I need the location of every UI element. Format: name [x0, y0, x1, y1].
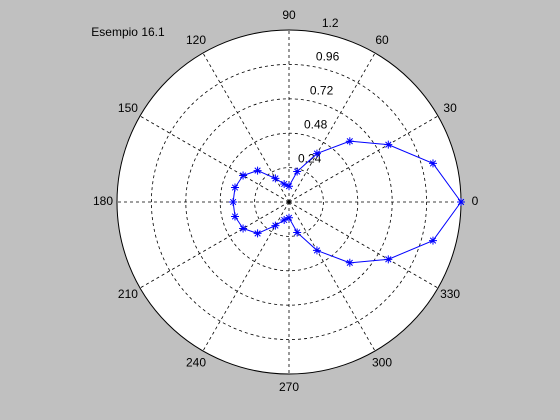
angle-tick-label: 240 — [186, 355, 206, 369]
data-marker — [271, 174, 280, 183]
data-marker — [384, 255, 393, 264]
spoke-line — [202, 52, 290, 203]
data-marker — [253, 166, 262, 175]
angle-tick-label: 90 — [282, 8, 296, 22]
data-marker — [285, 182, 293, 191]
angle-tick-label: 120 — [186, 33, 206, 47]
spoke-line — [288, 115, 439, 203]
r-tick-label: 1.2 — [322, 16, 339, 30]
data-marker — [428, 159, 437, 168]
ring-line — [185, 98, 393, 306]
ring-line — [254, 167, 324, 237]
angle-tick-label: 60 — [375, 33, 389, 47]
angle-tick-label: 0 — [472, 194, 479, 208]
ring-line — [219, 132, 359, 272]
data-marker — [384, 140, 393, 149]
data-marker — [280, 180, 289, 189]
chart-title: Esempio 16.1 — [91, 25, 165, 39]
r-tick-label: 0.48 — [304, 117, 328, 131]
data-marker — [239, 171, 248, 180]
angle-tick-label: 300 — [372, 355, 392, 369]
spoke-line — [288, 201, 439, 289]
data-marker — [280, 215, 289, 224]
data-marker — [229, 198, 238, 206]
data-marker — [271, 221, 280, 230]
r-tick-label: 0.72 — [310, 84, 334, 98]
angle-tick-label: 180 — [93, 194, 113, 208]
data-marker — [457, 198, 465, 206]
angle-tick-label: 150 — [118, 101, 138, 115]
angle-tick-label: 30 — [443, 101, 457, 115]
data-marker — [231, 212, 240, 221]
spoke-line — [139, 115, 290, 203]
angle-tick-label: 330 — [440, 287, 460, 301]
data-marker — [285, 213, 293, 222]
spoke-line — [288, 52, 376, 203]
r-tick-label: 0.96 — [316, 50, 340, 64]
data-marker — [293, 228, 302, 237]
ring-line — [150, 63, 428, 341]
data-marker — [312, 149, 321, 158]
spoke-line — [288, 201, 376, 352]
data-marker — [239, 224, 248, 233]
angle-tick-label: 210 — [118, 287, 138, 301]
data-marker — [293, 167, 302, 176]
data-marker — [253, 229, 262, 238]
data-marker — [428, 236, 437, 245]
data-marker — [312, 246, 321, 255]
data-marker — [231, 183, 240, 192]
spoke-line — [139, 201, 290, 289]
data-marker — [345, 137, 354, 146]
spoke-line — [202, 201, 290, 352]
angle-tick-label: 270 — [279, 380, 299, 394]
data-marker — [345, 258, 354, 267]
